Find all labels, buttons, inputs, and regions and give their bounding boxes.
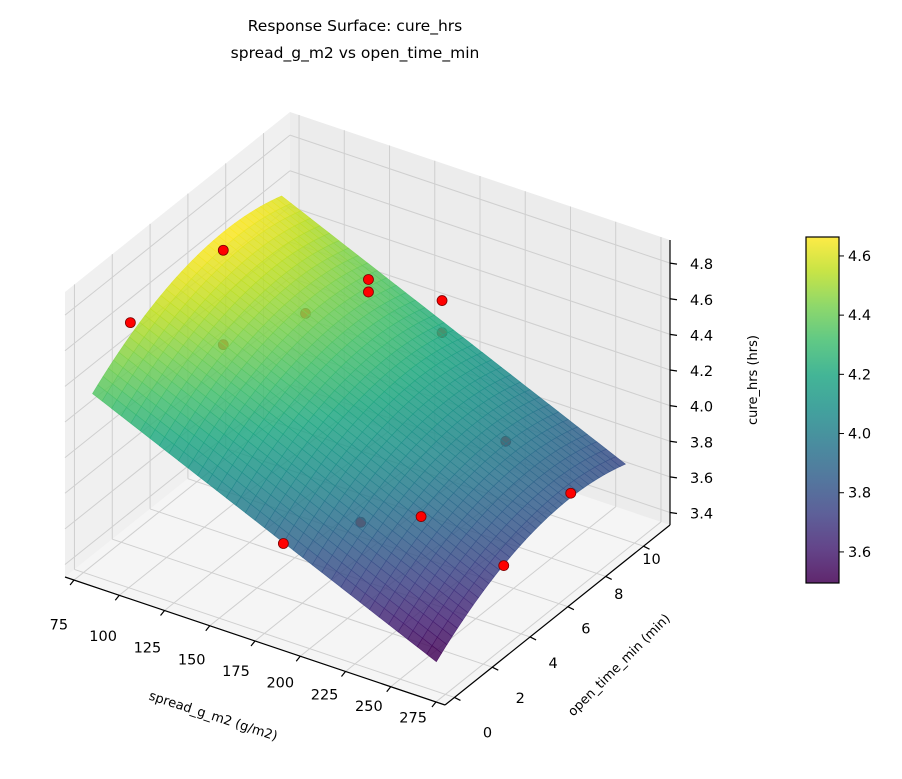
colorbar-tick-label: 4.2 [848,367,871,383]
z-tick-label: 3.6 [690,471,713,487]
x-tick-mark [386,686,392,693]
z-tick-mark [669,405,678,408]
surface-patch [426,645,443,663]
y-tick-label: 4 [548,656,557,672]
y-tick-label: 6 [581,621,590,637]
z-tick-label: 4.0 [690,400,713,416]
surface [92,195,627,663]
z-tick-mark [669,262,678,265]
x-tick-label: 100 [89,629,117,645]
y-tick-mark [454,696,461,701]
data-point [277,538,289,549]
y-tick-label: 8 [614,587,623,603]
colorbar-gradient [805,236,840,584]
floor-grid-line-x [390,506,617,688]
data-point [498,560,510,571]
z-tick-mark [669,476,678,479]
y-tick-label: 10 [642,552,660,568]
y-axis-line [444,524,671,706]
colorbar-tick-label: 4.0 [848,427,871,443]
x-tick-label: 200 [266,676,294,692]
data-point [217,244,229,256]
axis-lines [64,240,678,708]
chart-title: Response Surface: cure_hrs [248,17,463,36]
visible-data-points [217,244,577,571]
x-tick-mark [205,625,211,632]
left-grid-line-z [64,170,291,352]
y-tick-label: 0 [483,725,492,741]
y-tick-mark [492,666,499,671]
x-tick-label: 225 [311,687,339,703]
y-tick-mark [529,636,537,641]
x-tick-mark [250,640,256,647]
back-grid-line-z [289,134,671,264]
tick-labels: 75 100 125 150 175 200 225 250 275 0 2 4 6 8 10 3.4 3.6 3… [50,257,713,741]
x-tick-mark [69,579,75,586]
data-point [363,286,374,298]
floor-grid-line-x [435,521,662,703]
x-tick-label: 150 [178,652,206,668]
x-tick-mark [114,594,120,601]
data-point [124,317,136,329]
z-tick-mark [669,440,678,443]
z-tick-label: 4.4 [690,328,713,344]
y-tick-label: 2 [516,691,525,707]
x-tick-label: 250 [355,699,383,715]
back-grid-line-z [289,170,671,300]
z-tick-mark [669,298,678,301]
data-point [436,295,448,306]
x-axis-label: spread_g_m2 (g/m2) [147,689,279,745]
chart-subtitle: spread_g_m2 vs open_time_min [231,44,480,63]
x-tick-mark [341,671,346,677]
colorbar: 3.6 3.8 4.0 4.2 4.4 4.6 [805,236,871,584]
y-tick-mark [605,575,612,580]
z-tick-mark [669,511,678,515]
x-tick-mark [160,610,165,616]
back-grid-line-z [289,205,671,335]
z-tick-label: 4.2 [690,364,713,380]
x-tick-label: 275 [399,711,427,727]
colorbar-tick-label: 4.6 [848,249,871,265]
x-tick-label: 125 [134,641,162,657]
x-tick-label: 75 [50,617,68,633]
z-tick-label: 3.8 [690,435,713,451]
left-grid-line-z [64,134,291,316]
y-tick-mark [643,545,650,550]
x-tick-mark [431,701,437,708]
floor-grid-line-y [74,568,455,698]
y-tick-mark [567,606,575,611]
z-tick-label: 3.4 [690,507,713,523]
z-axis-label: cure_hrs (hrs) [746,335,761,425]
colorbar-tick-label: 4.4 [848,308,871,324]
z-tick-mark [669,369,678,372]
z-tick-mark [669,333,678,337]
x-tick-label: 175 [222,664,250,680]
z-tick-label: 4.6 [690,293,713,309]
data-point [415,511,427,522]
x-tick-mark [295,655,301,662]
colorbar-tick-label: 3.8 [848,486,871,502]
z-tick-label: 4.8 [690,257,713,273]
data-point [363,274,374,285]
colorbar-tick-label: 3.6 [848,545,871,561]
data-point [565,487,577,499]
